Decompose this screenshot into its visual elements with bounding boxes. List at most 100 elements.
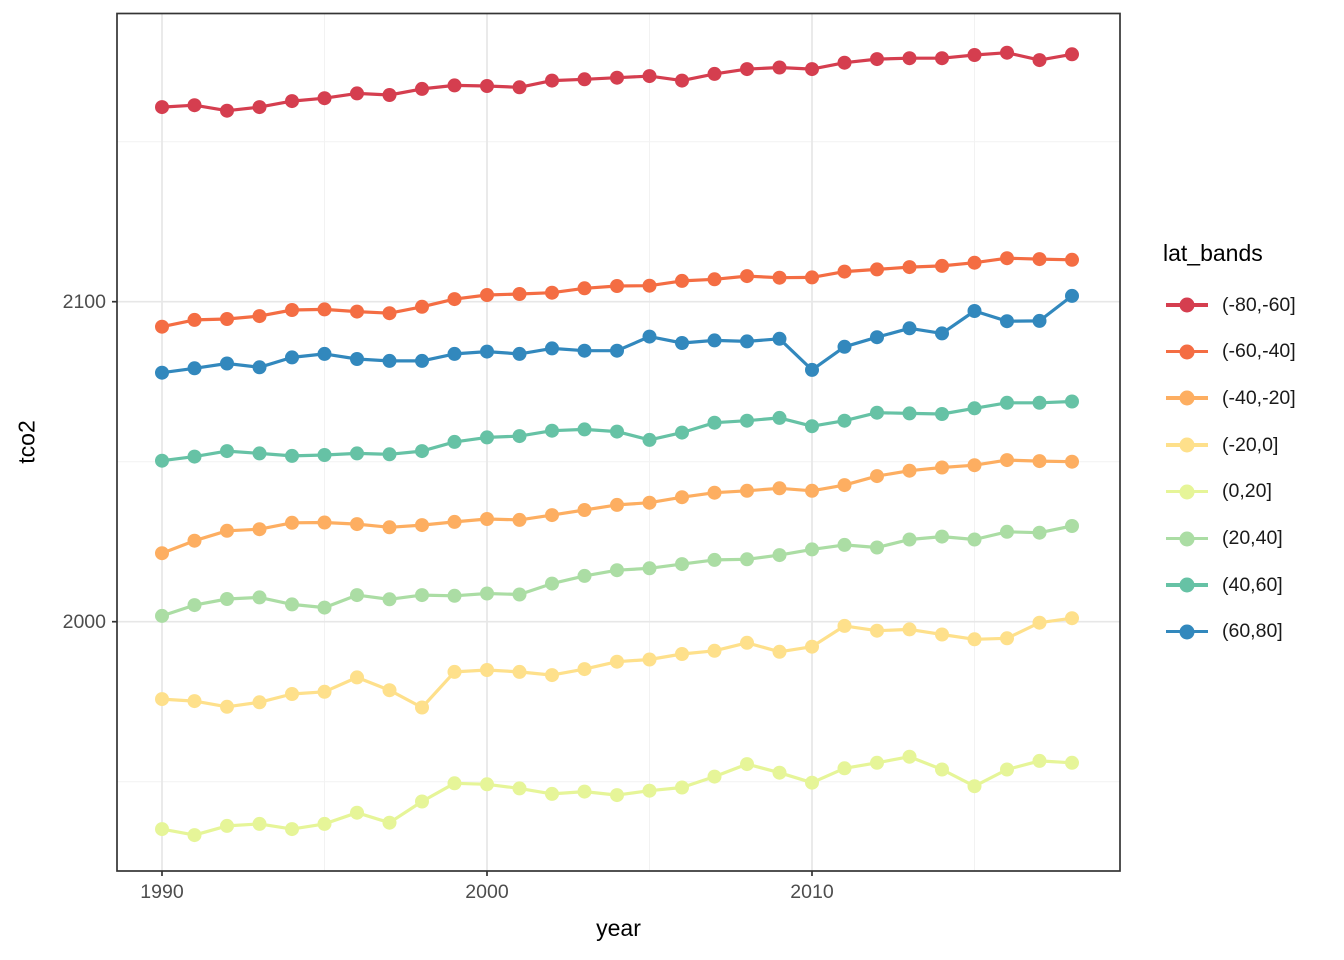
legend-entry: (20,40] bbox=[1166, 527, 1283, 550]
data-point bbox=[512, 346, 527, 361]
data-point bbox=[252, 100, 267, 115]
data-point bbox=[1032, 53, 1047, 68]
data-point bbox=[415, 299, 429, 314]
data-point bbox=[447, 588, 462, 603]
series-band-6 bbox=[155, 394, 1079, 468]
data-point bbox=[610, 343, 624, 358]
legend-key-dot bbox=[1179, 437, 1195, 453]
data-point bbox=[285, 94, 299, 109]
x-tick-label: 1990 bbox=[140, 881, 184, 903]
data-point bbox=[675, 780, 689, 795]
data-point bbox=[187, 312, 202, 327]
data-point bbox=[642, 783, 657, 798]
data-point bbox=[642, 278, 657, 293]
data-point bbox=[1032, 395, 1047, 410]
data-point bbox=[480, 344, 494, 359]
data-point bbox=[967, 304, 982, 318]
data-point bbox=[805, 542, 819, 557]
data-point bbox=[252, 522, 267, 537]
data-point bbox=[447, 434, 462, 449]
data-point bbox=[610, 563, 624, 578]
legend-key-icon bbox=[1166, 344, 1208, 360]
data-point bbox=[220, 444, 234, 459]
data-point bbox=[415, 81, 429, 96]
data-point bbox=[155, 692, 169, 707]
data-point bbox=[967, 255, 982, 270]
data-point bbox=[577, 72, 592, 87]
legend-title: lat_bands bbox=[1163, 240, 1263, 266]
data-point bbox=[382, 88, 397, 102]
data-point bbox=[610, 788, 624, 803]
data-point bbox=[512, 512, 527, 527]
data-point bbox=[317, 91, 332, 106]
data-point bbox=[675, 336, 689, 350]
data-point bbox=[675, 490, 689, 505]
data-point bbox=[1065, 519, 1079, 533]
data-point bbox=[870, 540, 884, 555]
data-point bbox=[902, 532, 917, 547]
data-point bbox=[935, 529, 949, 544]
data-point bbox=[317, 684, 332, 699]
data-point bbox=[870, 623, 884, 638]
legend-entry-label: (-80,-60] bbox=[1222, 293, 1296, 316]
data-point bbox=[1000, 251, 1014, 266]
data-point bbox=[155, 546, 169, 561]
data-point bbox=[1065, 394, 1079, 409]
data-point bbox=[252, 446, 267, 461]
legend-entry-label: (20,40] bbox=[1222, 527, 1283, 549]
data-point bbox=[350, 446, 364, 461]
data-point bbox=[642, 69, 657, 84]
legend-key-dot bbox=[1179, 484, 1195, 500]
data-point bbox=[350, 805, 364, 820]
data-point bbox=[837, 413, 852, 428]
data-point bbox=[252, 695, 267, 710]
series-band-2 bbox=[155, 453, 1079, 561]
series-band-0 bbox=[155, 45, 1079, 118]
legend-key-icon bbox=[1166, 577, 1208, 593]
data-point bbox=[805, 419, 819, 434]
x-tick-label: 2000 bbox=[465, 881, 509, 903]
legend-key-dot bbox=[1179, 390, 1195, 406]
data-point bbox=[317, 302, 332, 317]
series-band-4 bbox=[155, 749, 1079, 843]
data-point bbox=[545, 285, 559, 300]
data-point bbox=[447, 664, 462, 679]
data-point bbox=[1032, 252, 1047, 267]
legend-key-icon bbox=[1166, 531, 1208, 547]
data-point bbox=[1000, 524, 1014, 539]
data-point bbox=[805, 62, 819, 77]
data-point bbox=[805, 270, 819, 285]
data-point bbox=[350, 670, 364, 685]
data-point bbox=[480, 777, 494, 792]
data-point bbox=[935, 51, 949, 66]
data-point bbox=[577, 662, 592, 677]
data-point bbox=[187, 449, 202, 464]
panel-border bbox=[116, 12, 1121, 872]
data-point bbox=[220, 818, 234, 833]
legend-key-icon bbox=[1166, 297, 1208, 313]
data-point bbox=[675, 425, 689, 440]
data-point bbox=[805, 362, 819, 377]
data-point bbox=[155, 365, 169, 380]
data-point bbox=[610, 279, 624, 293]
data-point bbox=[740, 413, 754, 428]
data-point bbox=[675, 557, 689, 572]
data-point bbox=[772, 481, 787, 496]
data-point bbox=[935, 762, 949, 777]
plot-panel bbox=[117, 13, 1120, 871]
data-point bbox=[935, 407, 949, 421]
data-point bbox=[642, 652, 657, 667]
data-point bbox=[935, 258, 949, 273]
data-point bbox=[415, 353, 429, 368]
data-point bbox=[902, 622, 917, 637]
data-point bbox=[252, 360, 267, 375]
data-point bbox=[545, 341, 559, 356]
data-point bbox=[935, 460, 949, 475]
y-axis-title: tco2 bbox=[13, 420, 40, 464]
legend-entry: (-60,-40] bbox=[1166, 340, 1296, 363]
data-point bbox=[187, 533, 202, 548]
legend-entry-label: (-60,-40] bbox=[1222, 340, 1296, 363]
data-point bbox=[382, 353, 397, 368]
data-point bbox=[642, 329, 657, 344]
data-point bbox=[805, 775, 819, 790]
